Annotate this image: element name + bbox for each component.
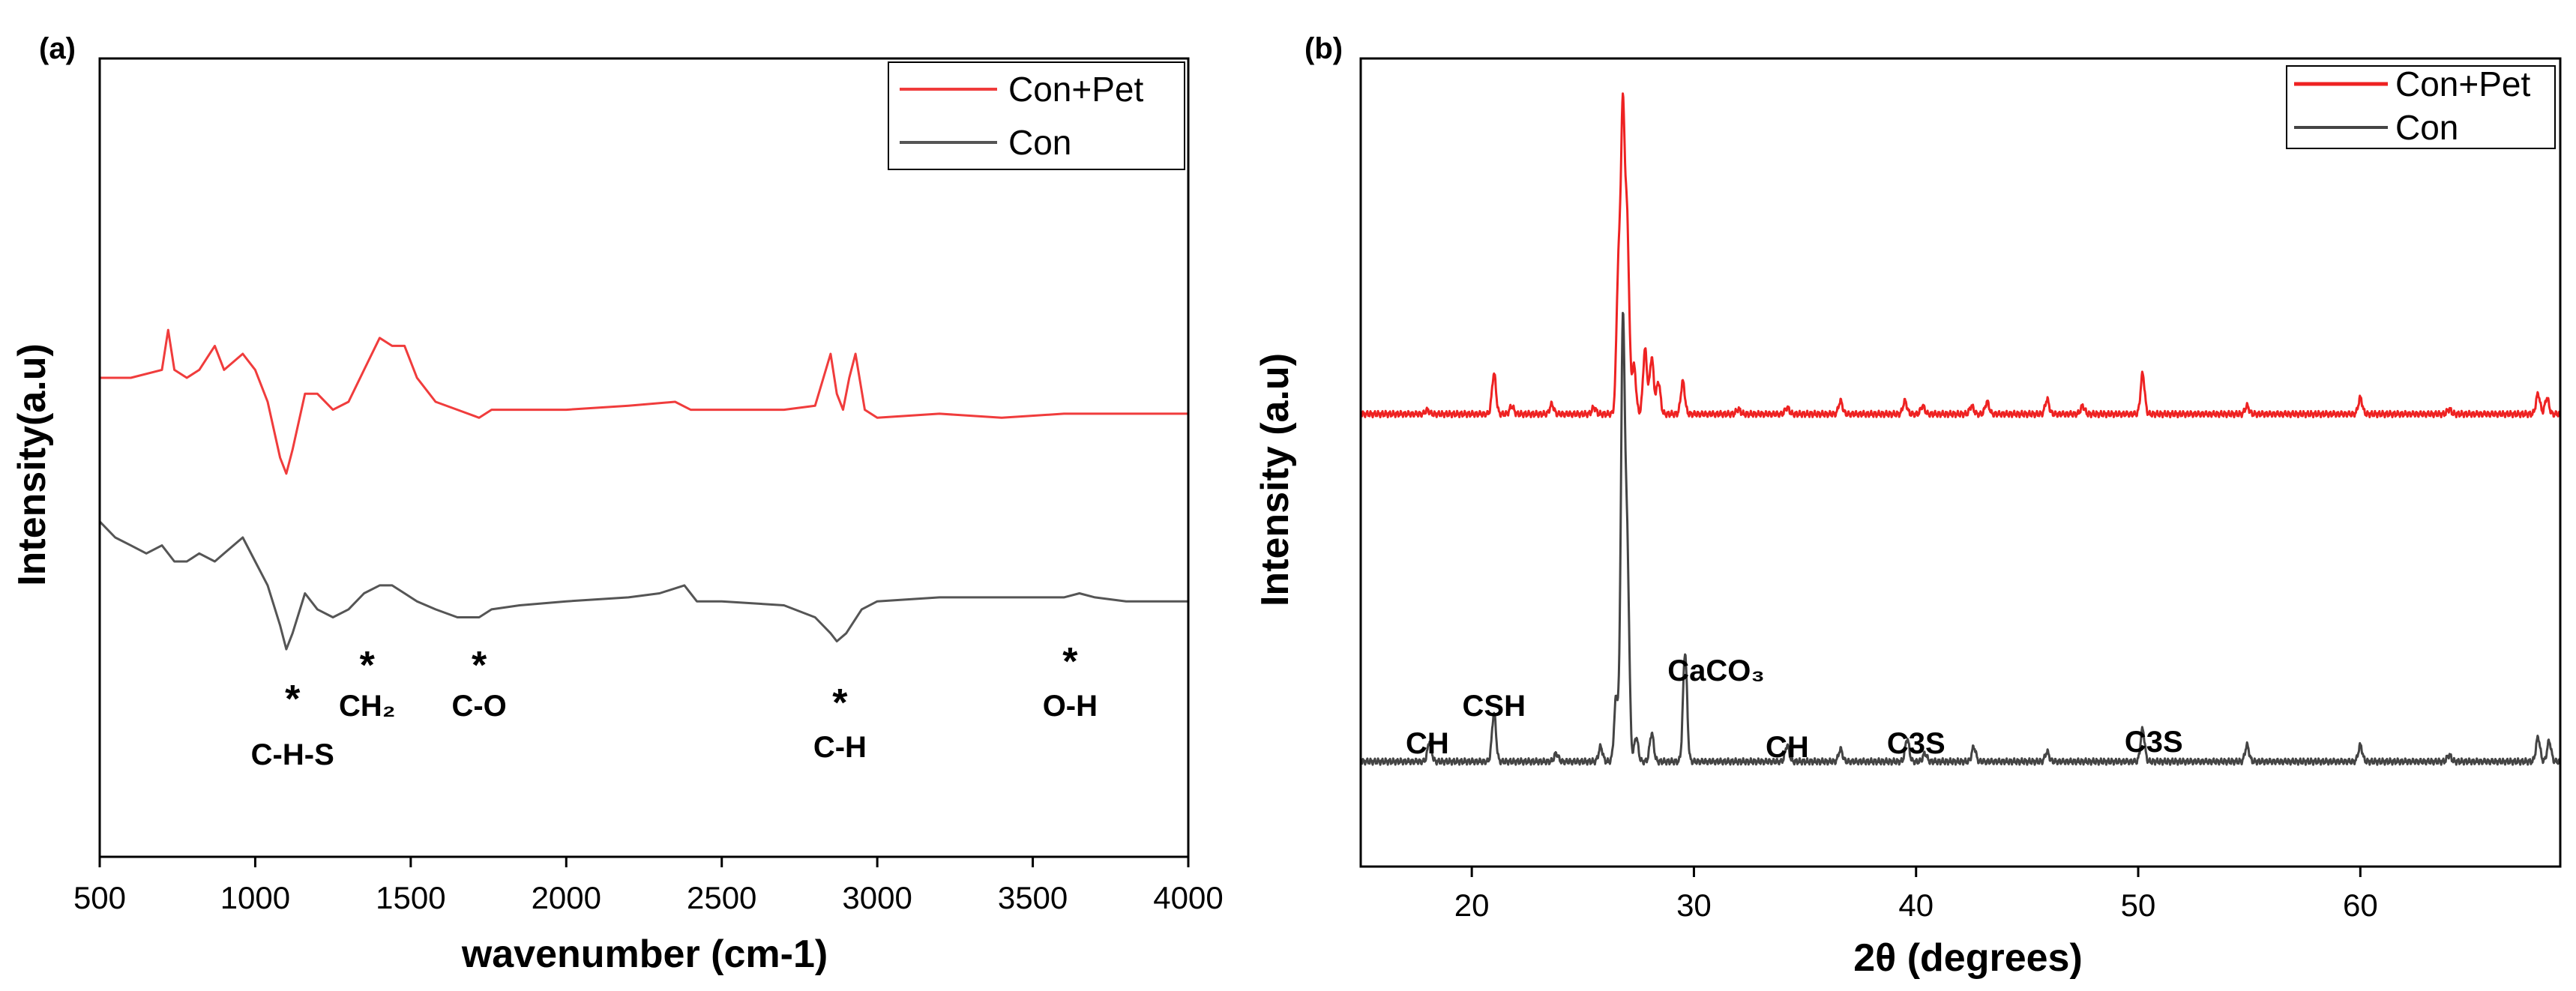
series-line-con-a [98,520,1188,651]
series-line-con-pet-a [100,328,1188,475]
annotation-label-ch-b: CH [1406,727,1449,760]
x-tick-label-a: 3000 [842,880,912,915]
legend-label-con-b: Con [2395,108,2458,147]
x-axis-title-b: 2θ (degrees) [1853,936,2083,980]
legend-a: Con+Pet Con [888,61,1185,170]
y-axis-title-a: Intensity(a.u) [10,343,54,586]
plot-frame-b [1359,57,2562,868]
x-tick-label-a: 1500 [376,880,445,915]
annotation-label-csh-b: CSH [1463,690,1526,723]
series-line-con-pet-b [1359,92,2562,419]
series-line-con-b [1359,312,2561,766]
annotation-star-o-h: * [1062,640,1078,684]
legend-label-con-a: Con [1008,123,1071,162]
annotation-label-o-h: O-H [1043,690,1098,723]
legend-box-b [2286,65,2556,149]
x-tick-label-a: 2000 [532,880,601,915]
plot-frame-a [98,57,1190,858]
xrd-chart-panel: (b) Intensity (a.u) 2θ (degrees) 20 30 40 5… [1254,32,2562,980]
x-tick-label-b: 60 [2343,888,2378,923]
x-axis-title-a: wavenumber (cm-1) [461,933,828,976]
x-ticks-a: 500 1000 1500 2000 2500 3000 3500 4000 [73,857,1224,915]
x-tick-label-a: 500 [73,880,126,915]
ftir-chart-panel: (a) Intensity(a.u) wavenumber (cm-1) 500… [10,32,1224,976]
annotation-label-c-o: C-O [451,690,506,723]
series-lines-a [98,328,1188,651]
annotation-star-c-o: * [472,644,487,687]
x-tick-label-a: 1000 [220,880,290,915]
legend-label-con-pet-a: Con+Pet [1008,70,1144,109]
y-axis-title-b: Intensity (a.u) [1254,353,1297,606]
annotations-a: *C-H-S*CH₂*C-O *C-H*O-H [251,640,1098,771]
series-lines-b [1359,92,2562,766]
legend-label-con-pet-b: Con+Pet [2395,64,2531,103]
x-tick-label-b: 30 [1676,888,1712,923]
x-tick-label-b: 50 [2121,888,2156,923]
legend-b: Con+Pet Con [2286,64,2556,149]
panel-label-a: (a) [39,32,76,65]
annotation-label-c3s-b: C3S [1887,727,1945,760]
annotation-label-c-h: C-H [813,731,867,764]
legend-box-a [888,61,1185,170]
x-tick-label-a: 2500 [687,880,756,915]
panel-label-b: (b) [1304,32,1343,65]
annotation-label-c-h-s: C-H-S [251,738,334,771]
annotations-b: CH CSH CaCO₃ CH C3S C3S [1406,654,2183,764]
annotation-label-caco-b: CaCO₃ [1667,654,1765,687]
annotation-label-c3s-b: C3S [2125,726,2183,759]
annotation-star-c-h: * [832,681,848,725]
annotation-label-ch: CH₂ [339,690,396,723]
x-tick-label-a: 4000 [1153,880,1223,915]
annotation-star-ch: * [360,644,376,687]
x-tick-label-a: 3500 [998,880,1068,915]
x-ticks-b: 20 30 40 50 60 [1454,867,2378,923]
x-tick-label-b: 20 [1454,888,1490,923]
annotation-star-c-h-s: * [285,678,301,721]
annotation-label-ch-b: CH [1766,731,1809,764]
x-tick-label-b: 40 [1898,888,1933,923]
